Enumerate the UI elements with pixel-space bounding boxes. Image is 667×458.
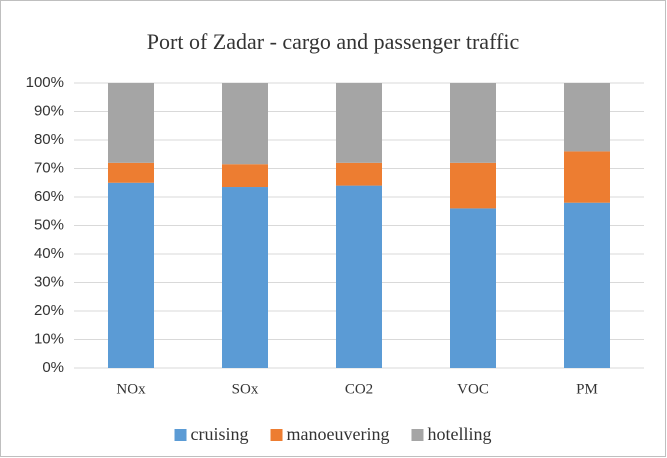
x-tick-label: PM: [576, 381, 598, 397]
legend-swatch: [174, 429, 187, 441]
bar-segment: [222, 83, 268, 165]
x-tick-label: NOx: [116, 381, 146, 397]
bar-segment: [108, 83, 154, 163]
x-tick-label: CO2: [345, 381, 373, 397]
bar-segment: [564, 202, 610, 368]
y-tick-label: 50%: [34, 216, 64, 233]
bar-segment: [564, 151, 610, 203]
legend-swatch: [270, 429, 283, 441]
bar-segment: [336, 162, 382, 186]
y-tick-label: 10%: [34, 330, 64, 347]
x-tick-label: VOC: [457, 381, 489, 397]
y-tick-label: 90%: [34, 102, 64, 119]
chart-title: Port of Zadar - cargo and passenger traf…: [147, 29, 520, 54]
y-tick-label: 60%: [34, 188, 64, 205]
y-tick-label: 0%: [42, 359, 64, 376]
x-tick-label: SOx: [232, 381, 259, 397]
bar-segment: [450, 162, 496, 209]
legend-label: manoeuvering: [287, 424, 390, 444]
bar-segment: [450, 83, 496, 163]
legend-label: cruising: [191, 424, 249, 444]
bar-segment: [336, 185, 382, 368]
bar-segment: [450, 208, 496, 368]
bar-segment: [222, 164, 268, 188]
y-tick-label: 30%: [34, 273, 64, 290]
bar-segment: [108, 182, 154, 368]
legend-label: hotelling: [427, 424, 491, 444]
y-tick-label: 80%: [34, 131, 64, 148]
bar-segment: [564, 83, 610, 152]
bar-segment: [336, 83, 382, 163]
bar-segment: [108, 162, 154, 183]
y-tick-label: 100%: [26, 74, 64, 91]
bar-segment: [222, 187, 268, 368]
legend-swatch: [411, 429, 424, 441]
y-tick-label: 70%: [34, 159, 64, 176]
y-tick-label: 20%: [34, 302, 64, 319]
y-tick-label: 40%: [34, 245, 64, 262]
